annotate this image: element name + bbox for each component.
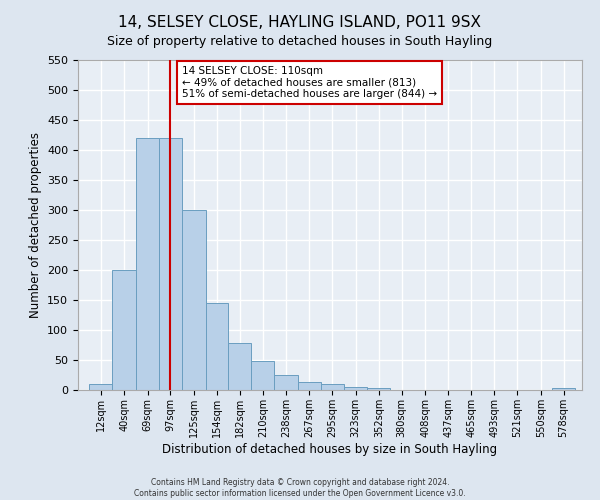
Bar: [298, 382, 321, 390]
Bar: [367, 388, 391, 390]
Text: 14 SELSEY CLOSE: 110sqm
← 49% of detached houses are smaller (813)
51% of semi-d: 14 SELSEY CLOSE: 110sqm ← 49% of detache…: [182, 66, 437, 99]
Bar: [344, 387, 367, 390]
X-axis label: Distribution of detached houses by size in South Hayling: Distribution of detached houses by size …: [163, 442, 497, 456]
Bar: [251, 361, 274, 390]
Bar: [182, 210, 206, 390]
Bar: [89, 384, 112, 390]
Bar: [552, 388, 575, 390]
Bar: [229, 343, 251, 390]
Text: Size of property relative to detached houses in South Hayling: Size of property relative to detached ho…: [107, 35, 493, 48]
Bar: [112, 270, 136, 390]
Bar: [206, 303, 229, 390]
Bar: [159, 138, 182, 390]
Bar: [274, 375, 298, 390]
Text: Contains HM Land Registry data © Crown copyright and database right 2024.
Contai: Contains HM Land Registry data © Crown c…: [134, 478, 466, 498]
Text: 14, SELSEY CLOSE, HAYLING ISLAND, PO11 9SX: 14, SELSEY CLOSE, HAYLING ISLAND, PO11 9…: [119, 15, 482, 30]
Bar: [136, 138, 159, 390]
Bar: [321, 384, 344, 390]
Y-axis label: Number of detached properties: Number of detached properties: [29, 132, 41, 318]
